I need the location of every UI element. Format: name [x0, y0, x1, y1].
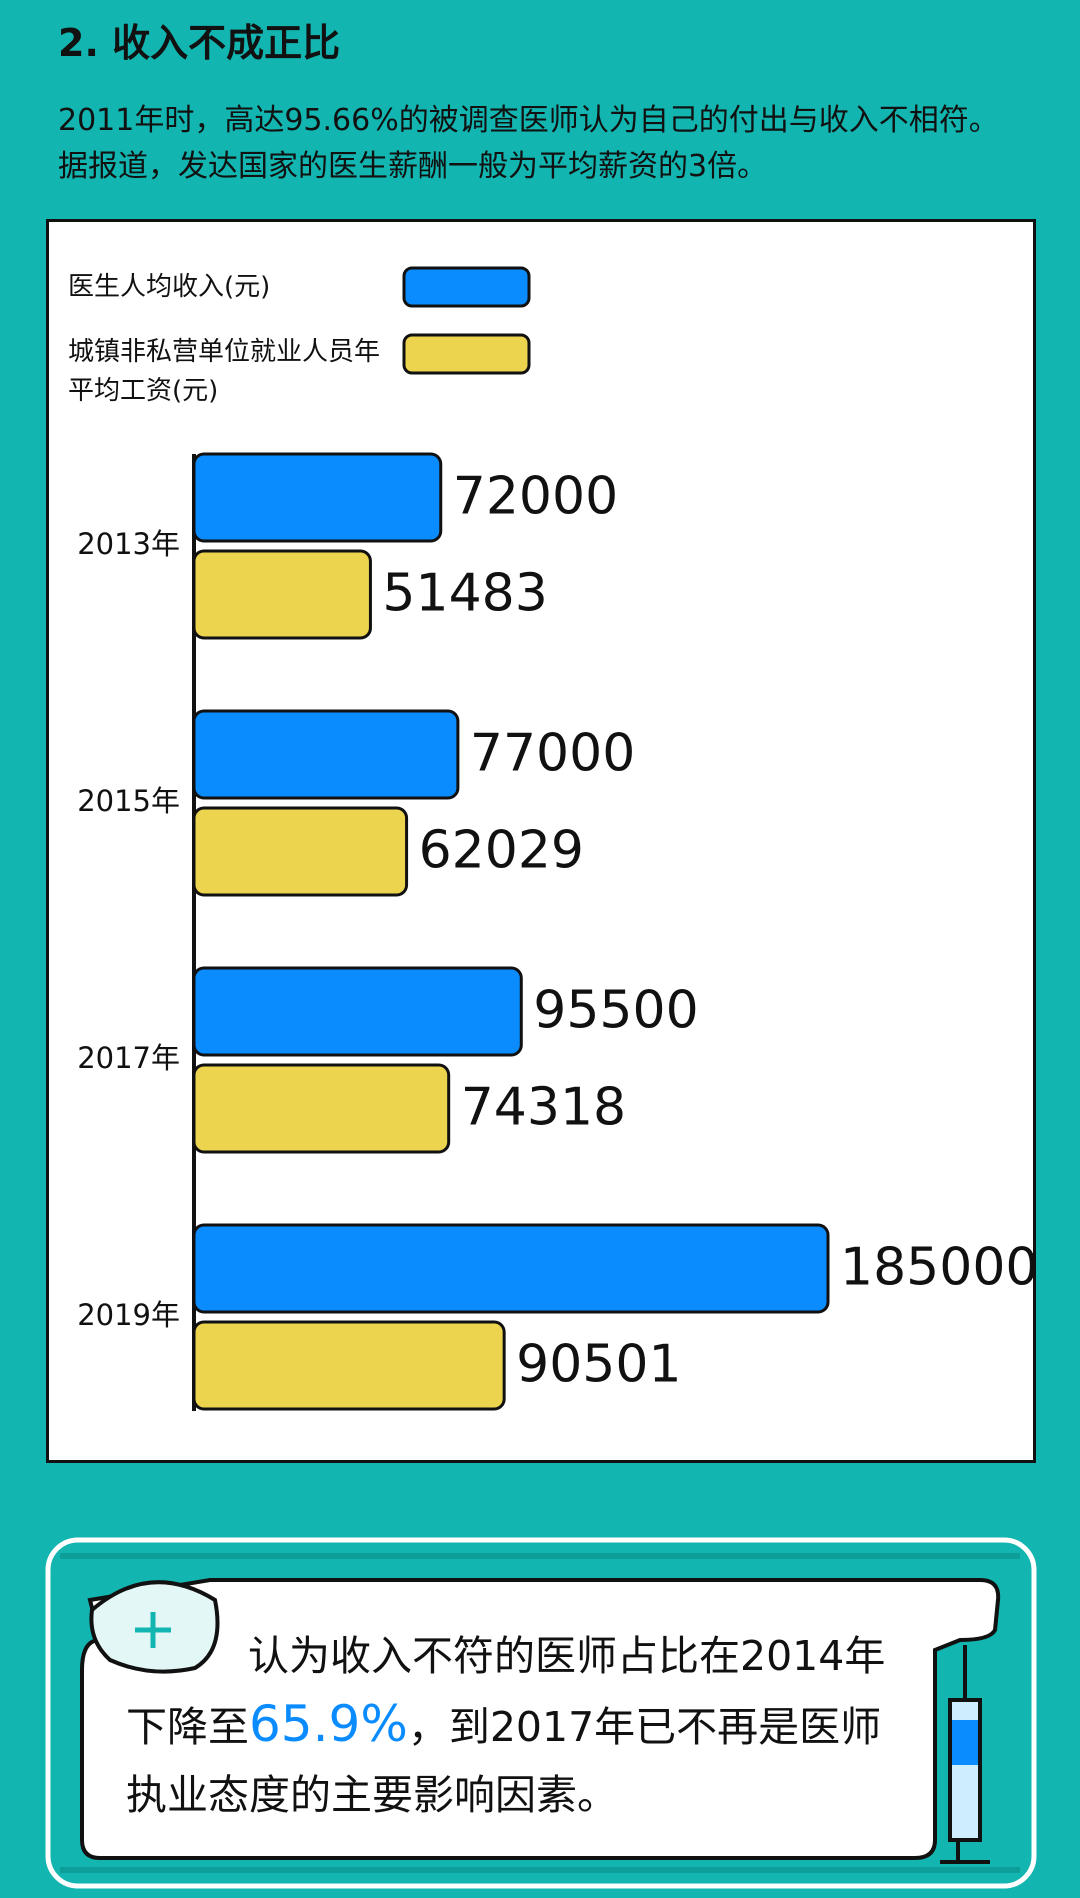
callout-highlight: 65.9% — [249, 1695, 408, 1753]
bar — [192, 1063, 451, 1154]
value-label: 74318 — [461, 1078, 626, 1138]
value-label: 90501 — [516, 1335, 681, 1395]
bar — [192, 709, 460, 800]
category-label: 2017年 — [77, 1041, 180, 1075]
bar — [192, 1320, 506, 1411]
bar — [192, 806, 409, 897]
value-label: 185000 — [840, 1238, 1036, 1298]
intro-text: 2011年时，高达95.66%的被调查医师认为自己的付出与收入不相符。据报道，发… — [58, 103, 999, 184]
bar — [192, 452, 443, 543]
callout-after: ，到2017年已不再是医师执业态度的主要影响因素。 — [126, 1703, 882, 1819]
section-title: 2. 收入不成正比 — [58, 21, 341, 65]
bar — [192, 549, 372, 640]
value-label: 62029 — [419, 821, 584, 881]
value-label: 77000 — [470, 724, 635, 784]
value-label: 51483 — [382, 564, 547, 624]
category-label: 2019年 — [77, 1298, 180, 1332]
legend-swatch — [402, 333, 531, 375]
category-label: 2015年 — [77, 784, 180, 818]
value-label: 72000 — [453, 467, 618, 527]
category-label: 2013年 — [77, 527, 180, 561]
bar — [192, 966, 523, 1057]
chart: 2013年 72000 51483 2015年 77000 62029 2017年 95500… — [46, 219, 1036, 1463]
callout-text: 认为收入不符的医师占比在2014年下降至65.9%，到2017年已不再是医师执业… — [126, 1622, 916, 1829]
legend-swatch — [402, 266, 531, 308]
legend-label: 医生人均收入(元) — [68, 272, 271, 302]
bar — [192, 1223, 830, 1314]
value-label: 95500 — [533, 981, 698, 1041]
callout-before: 认为收入不符的医师占比在2014年下降至 — [126, 1632, 886, 1751]
legend-label: 城镇非私营单位就业人员年平均工资(元) — [68, 337, 381, 406]
